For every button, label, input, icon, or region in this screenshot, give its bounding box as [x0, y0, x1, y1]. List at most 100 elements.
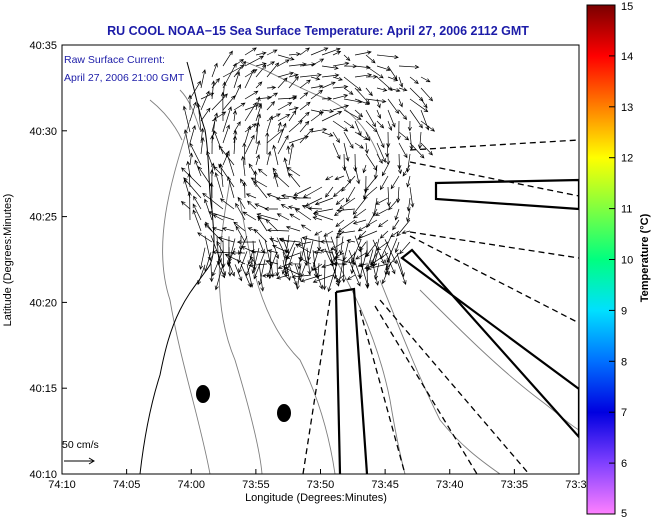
current-vector [285, 225, 301, 232]
current-vector [261, 273, 279, 278]
current-vector [244, 103, 263, 111]
site-marker [277, 404, 291, 422]
current-vector [351, 239, 362, 264]
current-vector [211, 116, 217, 144]
current-vector [372, 247, 380, 268]
current-vector [213, 130, 224, 155]
current-vector [237, 248, 242, 265]
current-vector [343, 76, 362, 92]
current-vector [372, 239, 385, 265]
current-vector [193, 195, 202, 210]
current-vector [244, 102, 257, 122]
current-vector [211, 62, 218, 78]
current-vector [266, 228, 290, 233]
current-vector [406, 175, 411, 188]
x-tick-label: 73:30 [565, 479, 593, 491]
current-vector [299, 101, 311, 111]
current-vector [420, 98, 428, 109]
current-vector [247, 250, 254, 266]
current-vector [314, 230, 323, 236]
current-vector [354, 109, 364, 118]
current-vector [388, 197, 400, 211]
current-vector [307, 206, 323, 211]
current-vector [379, 230, 389, 239]
current-vector [322, 259, 327, 291]
current-vector [300, 260, 308, 278]
current-vector [292, 195, 311, 201]
x-tick-label: 74:05 [113, 479, 141, 491]
colorbar-ticks: 15 14 13 12 11 10 9 8 7 6 5 [609, 1, 633, 519]
current-vector [302, 186, 323, 198]
current-vector [310, 89, 324, 100]
current-vector [325, 186, 334, 198]
current-vector [343, 87, 354, 95]
current-vector [398, 142, 408, 159]
current-vector [222, 106, 232, 133]
current-vector [283, 157, 290, 177]
current-vector [396, 260, 407, 285]
coverage-wedges [302, 139, 579, 474]
current-vector [183, 177, 202, 199]
current-vector [266, 251, 278, 278]
current-vector [218, 163, 235, 188]
current-vector [192, 203, 202, 221]
current-vector [180, 200, 191, 210]
colorbar-tick-label: 15 [621, 1, 633, 13]
annotation-line-2: April 27, 2006 21:00 GMT [64, 72, 185, 84]
current-vector [288, 172, 301, 188]
x-tick-label: 73:40 [436, 479, 464, 491]
scale-label: 50 cm/s [62, 439, 99, 451]
current-vector [358, 249, 368, 280]
current-vector [246, 264, 254, 288]
current-vector [343, 120, 355, 129]
current-vector [265, 259, 279, 265]
current-vector [237, 196, 246, 210]
current-vector [221, 227, 235, 232]
current-vector [266, 113, 281, 122]
current-vector [321, 109, 334, 114]
current-vector [255, 121, 260, 144]
current-vector [255, 51, 267, 56]
x-tick-label: 74:00 [177, 479, 205, 491]
current-vector [320, 239, 334, 244]
current-vector [219, 198, 235, 210]
current-vector [387, 109, 396, 128]
current-vector [289, 213, 301, 221]
current-vector [337, 219, 356, 233]
current-vector [376, 109, 382, 120]
current-vector [323, 230, 334, 237]
current-vector [255, 96, 261, 111]
current-vector [311, 247, 320, 272]
current-vector [255, 64, 267, 78]
current-vector [264, 206, 279, 212]
coastline [139, 61, 215, 474]
current-vector [194, 159, 202, 177]
current-vector [376, 131, 385, 149]
current-vector [228, 262, 235, 277]
current-vector [266, 101, 276, 111]
current-vector [286, 167, 301, 177]
y-axis-label: Latitude (Degrees:Minutes) [2, 194, 14, 327]
current-vector [211, 250, 224, 277]
current-vector [420, 142, 433, 156]
current-vector [285, 246, 296, 275]
current-vector [380, 236, 392, 260]
colorbar-tick-label: 8 [621, 356, 627, 368]
current-vector [365, 54, 376, 64]
current-vector [208, 210, 235, 221]
current-vector [277, 134, 289, 155]
current-vector [387, 120, 393, 131]
y-tick-label: 40:35 [29, 40, 57, 52]
current-vector [202, 192, 224, 210]
colorbar-tick-label: 6 [621, 458, 627, 470]
current-vector [337, 260, 344, 285]
current-vector [288, 264, 298, 286]
current-vector [335, 197, 345, 206]
current-vector [299, 127, 314, 144]
current-vector [189, 125, 196, 144]
current-vector [266, 61, 275, 67]
current-vector [277, 121, 282, 133]
current-vector [310, 58, 325, 67]
current-vector [270, 236, 280, 260]
current-vector [348, 249, 356, 266]
